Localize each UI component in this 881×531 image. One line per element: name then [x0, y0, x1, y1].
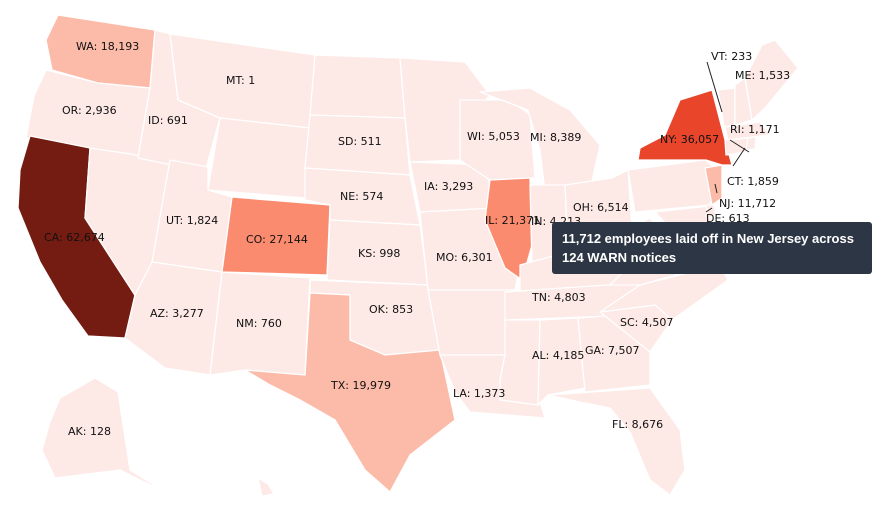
label-TX: TX: 19,979 — [331, 379, 391, 392]
label-OK: OK: 853 — [369, 303, 414, 316]
label-WA: WA: 18,193 — [76, 40, 140, 53]
label-WI: WI: 5,053 — [467, 130, 520, 143]
label-IA: IA: 3,293 — [424, 180, 474, 193]
nj-leader-line — [714, 183, 718, 194]
label-VT: VT: 233 — [711, 50, 753, 63]
label-CA: CA: 62,674 — [44, 231, 105, 244]
state-ND[interactable] — [309, 54, 406, 119]
state-MS[interactable] — [499, 319, 541, 406]
label-MT: MT: 1 — [226, 74, 256, 87]
label-TN: TN: 4,803 — [532, 291, 586, 304]
label-LA: LA: 1,373 — [453, 387, 506, 400]
state-HI[interactable] — [257, 477, 275, 497]
label-AZ: AZ: 3,277 — [150, 307, 204, 320]
label-ID: ID: 691 — [148, 114, 188, 127]
label-UT: UT: 1,824 — [166, 214, 219, 227]
state-NY[interactable] — [637, 89, 733, 166]
label-NE: NE: 574 — [340, 190, 384, 203]
state-FL[interactable] — [547, 387, 686, 496]
label-SC: SC: 4,507 — [620, 316, 674, 329]
ct-leader-line — [732, 147, 746, 167]
label-ME: ME: 1,533 — [735, 69, 791, 82]
state-AK[interactable] — [41, 377, 166, 493]
label-RI: RI: 1,171 — [730, 123, 780, 136]
label-OR: OR: 2,936 — [62, 104, 117, 117]
label-GA: GA: 7,507 — [585, 344, 640, 357]
state-WY[interactable] — [207, 117, 311, 199]
label-MO: MO: 6,301 — [436, 251, 493, 264]
state-TX[interactable] — [244, 292, 456, 493]
vt-leader-line — [706, 61, 723, 113]
state-AR[interactable] — [427, 289, 516, 356]
label-AK: AK: 128 — [68, 425, 111, 438]
label-KS: KS: 998 — [358, 247, 401, 260]
state-NJ[interactable] — [704, 164, 723, 206]
state-RI[interactable] — [745, 136, 757, 151]
label-CT: CT: 1,859 — [727, 175, 779, 188]
label-OH: OH: 6,514 — [573, 201, 629, 214]
label-FL: FL: 8,676 — [612, 418, 664, 431]
state-ME[interactable] — [744, 39, 799, 121]
label-NY: NY: 36,057 — [660, 133, 720, 146]
label-CO: CO: 27,144 — [246, 233, 308, 246]
state-AL[interactable] — [537, 317, 586, 406]
label-IL: IL: 21,371 — [485, 214, 541, 227]
de-leader-line — [705, 207, 713, 213]
label-SD: SD: 511 — [338, 135, 382, 148]
label-NJ: NJ: 11,712 — [719, 197, 777, 210]
label-DE: DE: 613 — [706, 212, 750, 225]
ri-leader-line — [729, 139, 750, 153]
state-MA[interactable] — [724, 121, 771, 141]
label-AL: AL: 4,185 — [532, 349, 585, 362]
label-NM: NM: 760 — [236, 317, 282, 330]
label-MI: MI: 8,389 — [530, 131, 582, 144]
state-CT[interactable] — [724, 137, 749, 156]
hover-tooltip: 11,712 employees laid off in New Jersey … — [552, 222, 872, 274]
